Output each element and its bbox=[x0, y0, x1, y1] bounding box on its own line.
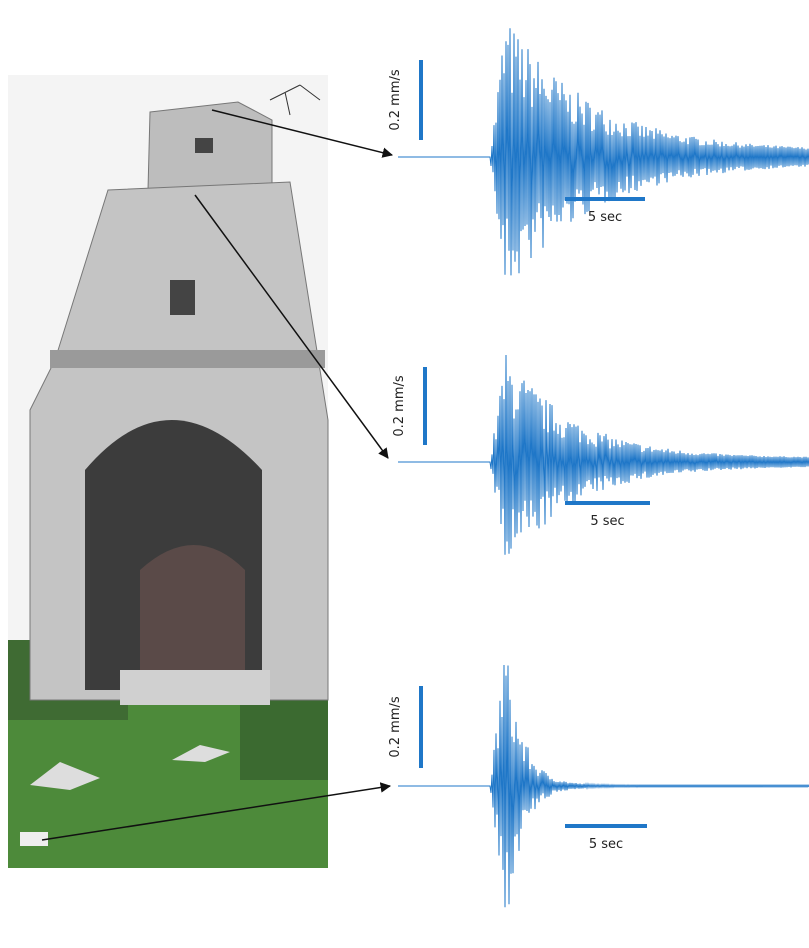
arrows bbox=[41, 109, 394, 841]
photo bbox=[8, 75, 329, 868]
scale-label: 0.2 mm/s bbox=[388, 696, 403, 758]
time-label: 5 sec bbox=[590, 514, 624, 529]
time-label: 5 sec bbox=[588, 210, 622, 225]
arrow bbox=[211, 109, 394, 158]
time-label: 5 sec bbox=[589, 837, 623, 852]
scale-label: 0.2 mm/s bbox=[388, 69, 403, 131]
waveform bbox=[398, 28, 809, 276]
waveform bbox=[398, 664, 809, 908]
waveform bbox=[398, 354, 809, 555]
seismograms: 0.2 mm/s 5 sec 0.2 mm/s 5 sec 0.2 mm/s 5 sec bbox=[388, 28, 809, 908]
arrow bbox=[41, 782, 392, 841]
scale-label: 0.2 mm/s bbox=[392, 375, 407, 437]
arrow bbox=[194, 194, 389, 459]
